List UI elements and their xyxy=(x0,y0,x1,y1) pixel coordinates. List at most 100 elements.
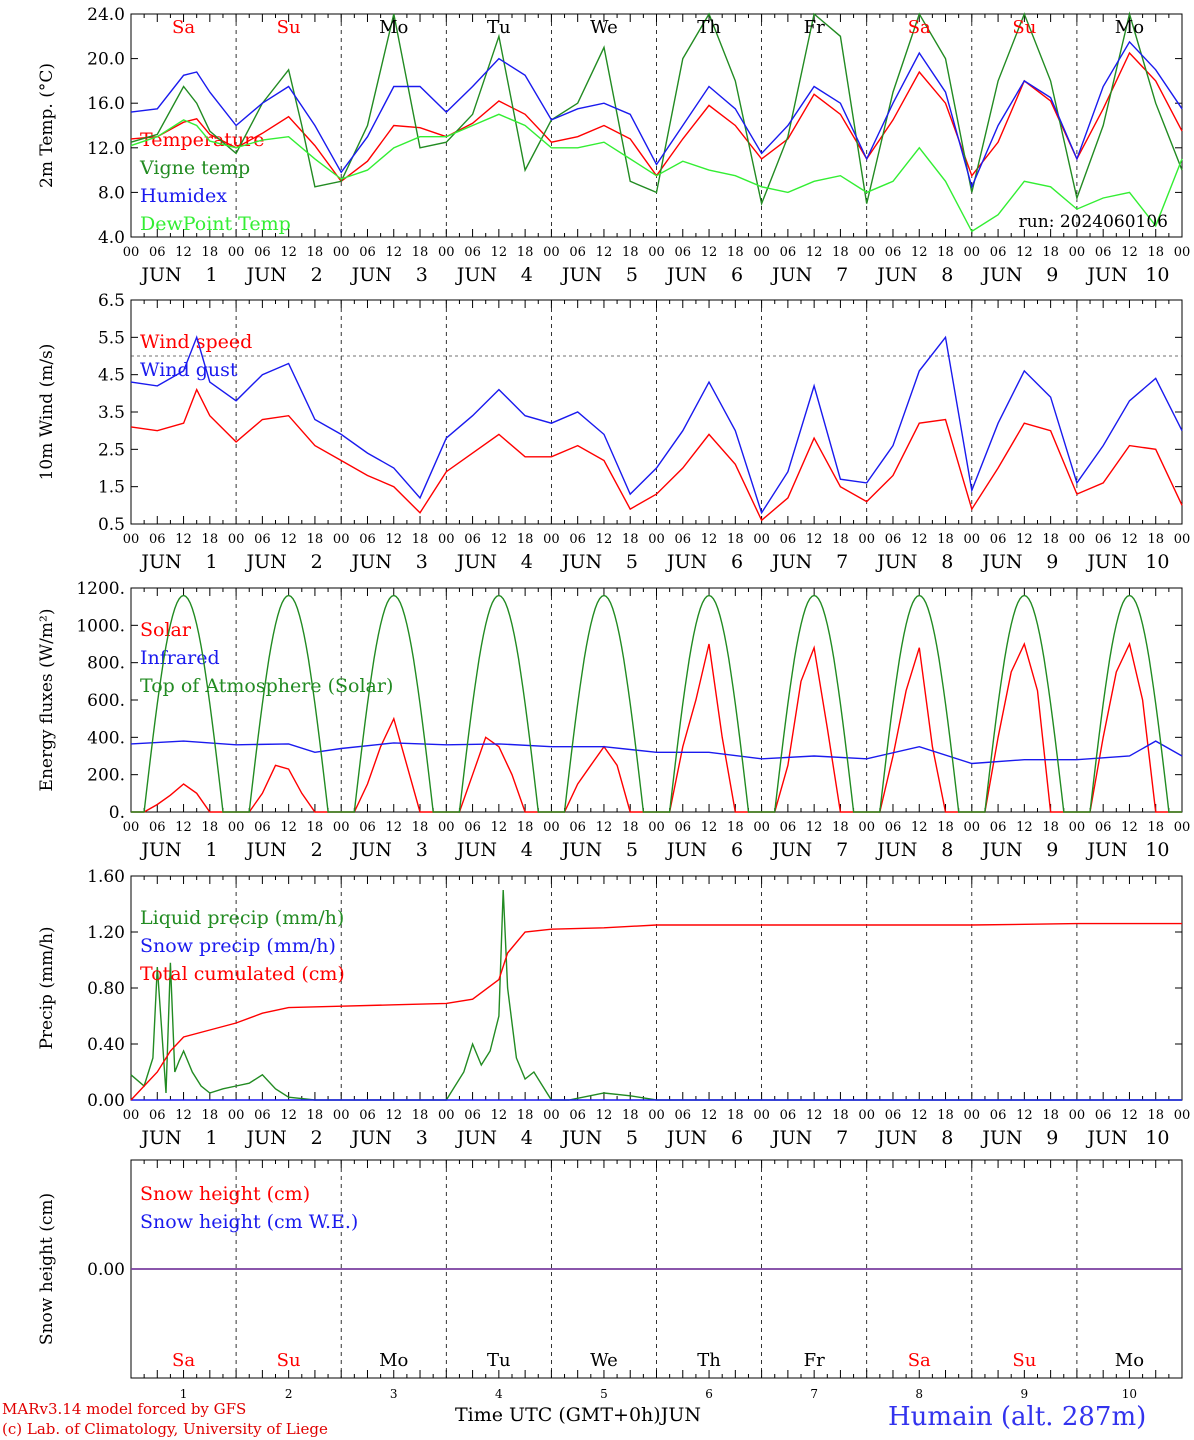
panel-1-day-number-label: 6 xyxy=(731,264,743,286)
panel-1-ytick-label: 20.0 xyxy=(87,50,125,70)
panel-3-hour-tick-label: 00 xyxy=(228,820,245,835)
panel-2-hour-tick-label: 18 xyxy=(412,532,429,547)
panel-2-hour-tick-label: 18 xyxy=(307,532,324,547)
panel-1-hour-tick-label: 18 xyxy=(832,245,849,260)
panel-2-day-month-label: JUN xyxy=(875,551,917,573)
bottom-day-number-label: 3 xyxy=(390,1387,398,1401)
panel-3-ytick-label: 0. xyxy=(109,803,125,823)
panel-4-hour-tick-label: 12 xyxy=(175,1108,192,1123)
panel-3-hour-tick-label: 12 xyxy=(701,820,718,835)
panel-1-hour-tick-label: 12 xyxy=(701,245,718,260)
panel-3-hour-tick-label: 06 xyxy=(885,820,902,835)
panel-4-hour-tick-label: 06 xyxy=(359,1108,376,1123)
panel-5-legend-snow-height-cm: Snow height (cm) xyxy=(140,1183,310,1205)
weekday-label-bottom: Sa xyxy=(908,1350,931,1371)
weekday-label-top: We xyxy=(590,17,618,38)
panel-3-hour-tick-label: 06 xyxy=(990,820,1007,835)
panel-4-hour-tick-label: 06 xyxy=(1095,1108,1112,1123)
panel-3-hour-tick-label: 12 xyxy=(280,820,297,835)
station-label: Humain (alt. 287m) xyxy=(888,1402,1147,1432)
panel-2-hour-tick-label: 12 xyxy=(385,532,402,547)
panel-4-hour-tick-label: 00 xyxy=(964,1108,981,1123)
panel-4-legend-liquid-precip-mm-h: Liquid precip (mm/h) xyxy=(140,907,344,929)
panel-1-run-label: run: 2024060106 xyxy=(1019,212,1168,232)
panel-1-day-month-label: JUN xyxy=(560,264,602,286)
panel-4-day-number-label: 1 xyxy=(206,1127,218,1149)
x-axis-label: Time UTC (GMT+0h)JUN xyxy=(455,1404,701,1426)
panel-4-day-number-label: 8 xyxy=(941,1127,953,1149)
panel-1-hour-tick-label: 18 xyxy=(727,245,744,260)
panel-1-hour-tick-label: 12 xyxy=(806,245,823,260)
panel-2-series-wind-gust xyxy=(130,335,1183,515)
panel-2-hour-tick-label: 00 xyxy=(858,532,875,547)
panel-1-day-number-label: 8 xyxy=(941,264,953,286)
panel-3-hour-tick-label: 06 xyxy=(254,820,271,835)
weekday-label-top: Su xyxy=(1012,17,1036,38)
panel-3-day-number-label: 5 xyxy=(626,839,638,861)
panel-2-hour-tick-label: 18 xyxy=(202,532,219,547)
panel-4-hour-tick-label: 06 xyxy=(149,1108,166,1123)
panel-4-day-month-label: JUN xyxy=(455,1127,497,1149)
weekday-label-bottom: Su xyxy=(277,1350,301,1371)
panel-4-hour-tick-label: 00 xyxy=(753,1108,770,1123)
panel-4-day-number-label: 6 xyxy=(731,1127,743,1149)
weekday-label-bottom: Su xyxy=(1012,1350,1036,1371)
panel-4-day-month-label: JUN xyxy=(1085,1127,1127,1149)
panel-3-series-top-of-atmosphere-solar xyxy=(131,594,1182,813)
panel-4-hour-tick-label: 18 xyxy=(202,1108,219,1123)
panel-3-hour-tick-label: 00 xyxy=(333,820,350,835)
panel-4-hour-tick-label: 00 xyxy=(333,1108,350,1123)
panel-3-hour-tick-label: 18 xyxy=(517,820,534,835)
panel-2-ytick-label: 5.5 xyxy=(98,328,125,348)
panel-3-hour-tick-label: 18 xyxy=(307,820,324,835)
weekday-label-top: Sa xyxy=(908,17,931,38)
panel-1-day-month-label: JUN xyxy=(770,264,812,286)
panel-4-day-number-label: 4 xyxy=(521,1127,533,1149)
panel-4-hour-tick-label: 00 xyxy=(438,1108,455,1123)
panel-4-ytick-label: 0.00 xyxy=(87,1091,125,1111)
panel-4-hour-tick-label: 12 xyxy=(806,1108,823,1123)
panel-1-hour-tick-label: 06 xyxy=(254,245,271,260)
panel-2-hour-tick-label: 12 xyxy=(701,532,718,547)
panel-2-hour-tick-label: 18 xyxy=(622,532,639,547)
panel-1-day-number-label: 3 xyxy=(416,264,428,286)
panel-1-hour-tick-label: 00 xyxy=(228,245,245,260)
panel-1-legend-dewpoint-temp: DewPoint Temp xyxy=(140,213,291,235)
panel-4-ytick-label: 0.40 xyxy=(87,1035,125,1055)
panel-4-hour-tick-label: 12 xyxy=(911,1108,928,1123)
panel-3-hour-tick-label: 00 xyxy=(1069,820,1086,835)
model-credit-text: MARv3.14 model forced by GFS xyxy=(2,1400,247,1418)
panel-4-ytick-label: 0.80 xyxy=(87,979,125,999)
panel-2-day-number-label: 4 xyxy=(521,551,533,573)
panel-1-ytick-label: 8.0 xyxy=(98,183,125,203)
panel-2-hour-tick-label: 06 xyxy=(149,532,166,547)
bottom-day-number-label: 4 xyxy=(495,1387,503,1401)
panel-3-hour-tick-label: 18 xyxy=(1147,820,1164,835)
panel-3-day-number-label: 9 xyxy=(1046,839,1058,861)
panel-3-hour-tick-label: 06 xyxy=(780,820,797,835)
panel-4-hour-tick-label: 12 xyxy=(701,1108,718,1123)
panel-4-day-month-label: JUN xyxy=(139,1127,181,1149)
panel-3-hour-tick-label: 00 xyxy=(543,820,560,835)
panel-4-hour-tick-label: 06 xyxy=(885,1108,902,1123)
panel-2-ytick-label: 4.5 xyxy=(98,366,125,386)
panel-3-day-month-label: JUN xyxy=(139,839,181,861)
panel-4-day-month-label: JUN xyxy=(350,1127,392,1149)
panel-3-series-infrared xyxy=(130,740,1183,765)
panel-4-hour-tick-label: 06 xyxy=(464,1108,481,1123)
panel-3-day-number-label: 2 xyxy=(311,839,323,861)
panel-2-hour-tick-label: 06 xyxy=(1095,532,1112,547)
panel-4-day-number-label: 10 xyxy=(1145,1127,1169,1149)
panel-4-hour-tick-label: 06 xyxy=(254,1108,271,1123)
panel-3-day-number-label: 8 xyxy=(941,839,953,861)
panel-4-hour-tick-label: 18 xyxy=(727,1108,744,1123)
panel-2-hour-tick-label: 18 xyxy=(1042,532,1059,547)
panel-4-day-number-label: 3 xyxy=(416,1127,428,1149)
panel-1-hour-tick-label: 00 xyxy=(1069,245,1086,260)
panel-3-ytick-label: 800. xyxy=(87,654,125,674)
panel-1-hour-tick-label: 06 xyxy=(359,245,376,260)
panel-4-hour-tick-label: 18 xyxy=(412,1108,429,1123)
panel-2-hour-tick-label: 06 xyxy=(359,532,376,547)
panel-3-ytick-label: 400. xyxy=(87,728,125,748)
panel-1-hour-tick-label: 12 xyxy=(596,245,613,260)
